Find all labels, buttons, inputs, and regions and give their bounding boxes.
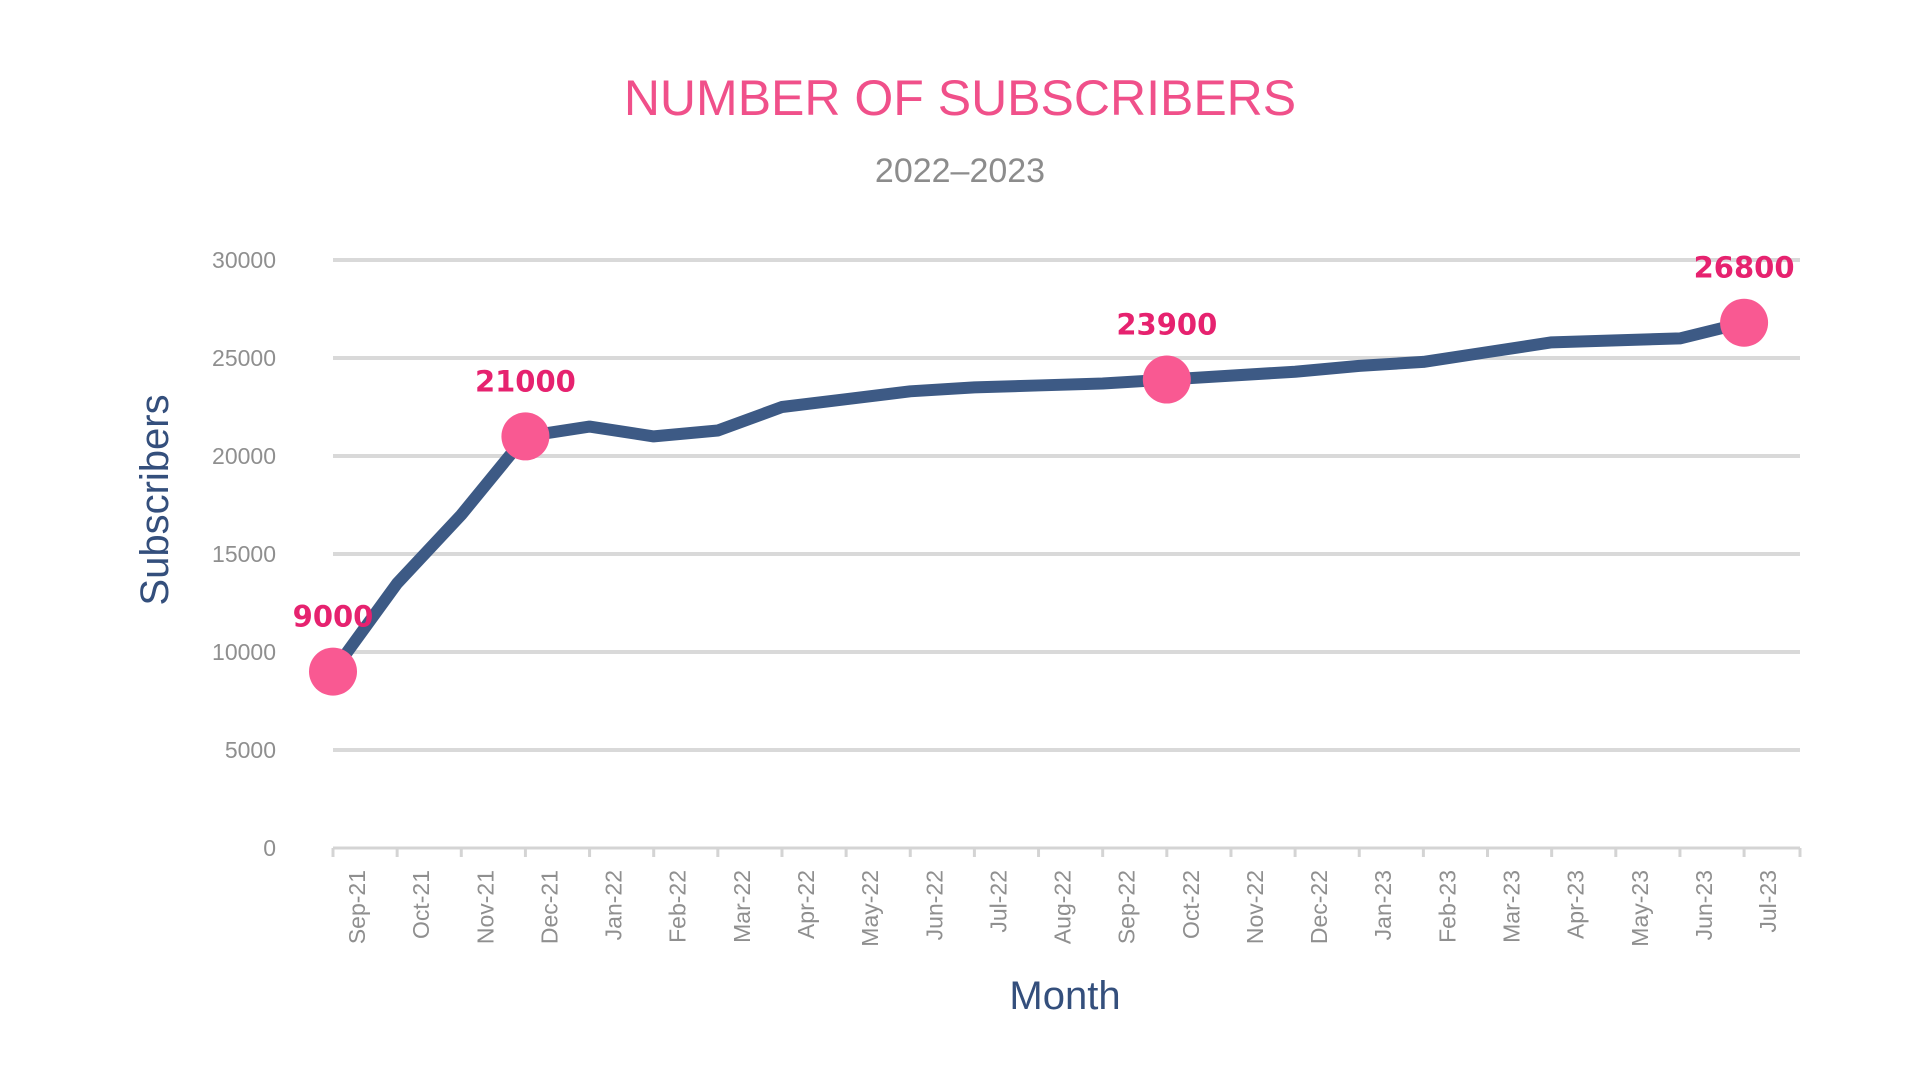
chart-title: NUMBER OF SUBSCRIBERS [624,70,1296,126]
series-line [328,316,1746,676]
x-tick-label: Jul-22 [985,870,1011,933]
x-tick-label: Mar-23 [1499,870,1525,943]
highlight-marker [1720,298,1769,347]
x-tick-label: Apr-22 [793,870,819,939]
x-axis [331,846,1802,857]
x-tick-label: Apr-23 [1563,870,1589,939]
x-tick-label: Mar-22 [729,870,755,943]
x-tick-label: Jan-23 [1370,870,1396,940]
y-tick-label: 30000 [212,247,276,273]
x-tick-label: Nov-21 [472,870,498,944]
data-label: 23900 [1116,308,1217,342]
x-tick-label: Jul-23 [1755,870,1781,933]
x-tick-label: Jun-22 [921,870,947,940]
x-tick-label: May-23 [1627,870,1653,947]
data-label: 26800 [1694,251,1795,285]
x-tick-label: Sep-21 [344,870,370,944]
grid-lines [333,258,1800,752]
y-tick-label: 20000 [212,443,276,469]
x-tick-label: Nov-22 [1242,870,1268,944]
chart-subtitle: 2022–2023 [875,152,1045,190]
x-tick-label: Dec-21 [536,870,562,944]
data-labels: 9000 21000 23900 26800 [293,251,1795,634]
x-tick-label: Aug-22 [1050,870,1076,944]
y-tick-label: 10000 [212,639,276,665]
x-tick-label: Feb-23 [1434,870,1460,943]
x-axis-title: Month [1009,974,1120,1018]
data-label: 21000 [475,364,576,398]
x-tick-label: Oct-21 [408,870,434,939]
x-tick-label: Sep-22 [1114,870,1140,944]
data-label: 9000 [293,600,374,634]
highlight-marker [501,412,550,461]
x-tick-labels: Sep-21 Oct-21 Nov-21 Dec-21 Jan-22 Feb-22 Mar-… [344,870,1781,947]
x-tick-label: May-22 [857,870,883,947]
highlight-marker [1142,355,1191,404]
y-tick-label: 25000 [212,345,276,371]
y-tick-labels: 0 5000 10000 15000 20000 25000 30000 [212,247,276,861]
x-tick-label: Oct-22 [1178,870,1204,939]
x-tick-label: Feb-22 [665,870,691,943]
highlight-marker [309,647,357,696]
y-axis-title: Subscribers [133,394,177,605]
x-tick-label: Jun-23 [1691,870,1717,940]
x-tick-label: Jan-22 [601,870,627,940]
y-tick-label: 0 [263,835,276,861]
y-tick-label: 5000 [225,737,276,763]
series-layer [328,316,1746,676]
x-tick-label: Dec-22 [1306,870,1332,944]
highlight-markers [309,298,1769,696]
y-tick-label: 15000 [212,541,276,567]
